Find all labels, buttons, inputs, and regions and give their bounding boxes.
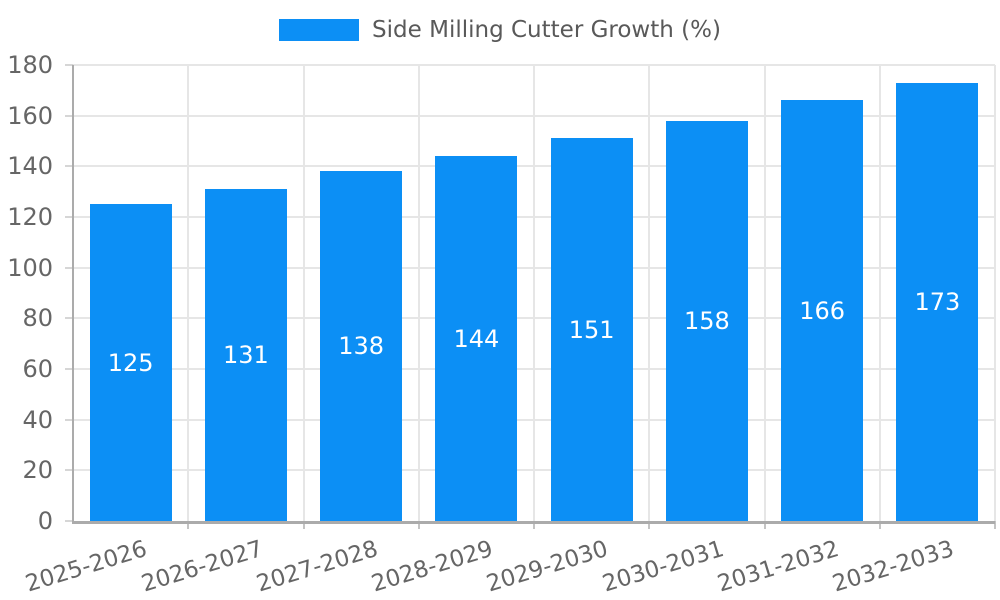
x-axis-line <box>72 521 995 524</box>
gridline-vertical <box>302 65 305 521</box>
bar-value-label: 151 <box>568 315 615 344</box>
y-axis-label: 80 <box>22 304 53 333</box>
y-axis-label: 140 <box>7 152 53 181</box>
y-axis-label: 60 <box>22 355 53 383</box>
gridline-vertical <box>648 65 651 521</box>
y-axis-tick <box>65 64 73 66</box>
x-axis-label: 2027-2028 <box>253 536 381 598</box>
y-axis-tick <box>65 165 73 168</box>
x-axis-label: 2032-2033 <box>829 536 957 598</box>
bar <box>320 171 403 521</box>
bar <box>435 156 518 521</box>
gridline-vertical <box>878 65 881 521</box>
legend-swatch <box>279 19 360 41</box>
x-axis-tick <box>187 521 190 529</box>
bar-value-label: 166 <box>799 296 846 325</box>
bar-value-label: 144 <box>453 324 500 353</box>
y-axis-label: 0 <box>37 507 53 535</box>
gridline-vertical <box>763 65 766 521</box>
bar <box>781 100 864 521</box>
gridline-vertical <box>994 65 996 521</box>
bar-value-label: 125 <box>107 348 154 377</box>
x-axis-tick <box>533 521 535 529</box>
legend-label: Side Milling Cutter Growth (%) <box>372 17 721 43</box>
y-axis-tick <box>65 418 73 421</box>
x-axis-label: 2031-2032 <box>714 536 842 598</box>
bar <box>550 138 633 521</box>
x-axis-tick <box>417 521 420 529</box>
x-axis-label: 2029-2030 <box>483 536 612 598</box>
y-axis-label: 160 <box>7 101 53 130</box>
bar <box>89 204 172 521</box>
x-axis-label: 2026-2027 <box>137 536 266 598</box>
bar-value-label: 131 <box>222 341 269 370</box>
x-axis-tick <box>648 521 651 529</box>
y-axis-tick <box>65 266 73 269</box>
y-axis-tick <box>65 114 73 117</box>
x-axis-label: 2025-2026 <box>22 536 151 598</box>
x-axis-label: 2028-2029 <box>368 536 496 598</box>
y-axis-tick <box>65 216 73 218</box>
bar <box>896 82 979 521</box>
y-axis-tick <box>65 520 73 522</box>
y-axis-tick <box>65 317 73 320</box>
y-axis-tick <box>65 469 73 472</box>
y-axis-label: 120 <box>7 203 53 231</box>
bar-value-label: 173 <box>914 287 961 316</box>
gridline-vertical <box>533 65 535 521</box>
x-axis-tick <box>994 521 996 529</box>
x-axis-tick <box>878 521 881 529</box>
x-axis-tick <box>302 521 305 529</box>
x-axis-tick <box>763 521 766 529</box>
x-axis-label: 2030-2031 <box>598 536 727 598</box>
y-axis-label: 180 <box>7 51 53 79</box>
y-axis-line <box>72 65 74 521</box>
bar-value-label: 158 <box>683 306 730 335</box>
bar <box>204 189 287 521</box>
y-axis-tick <box>65 368 73 370</box>
bar-value-label: 138 <box>338 332 385 361</box>
bar <box>665 120 748 521</box>
legend: Side Milling Cutter Growth (%) <box>0 17 1000 43</box>
gridline-vertical <box>417 65 420 521</box>
y-axis-label: 100 <box>7 253 53 282</box>
gridline-vertical <box>187 65 190 521</box>
y-axis-label: 20 <box>22 456 53 485</box>
y-axis-label: 40 <box>22 405 53 434</box>
